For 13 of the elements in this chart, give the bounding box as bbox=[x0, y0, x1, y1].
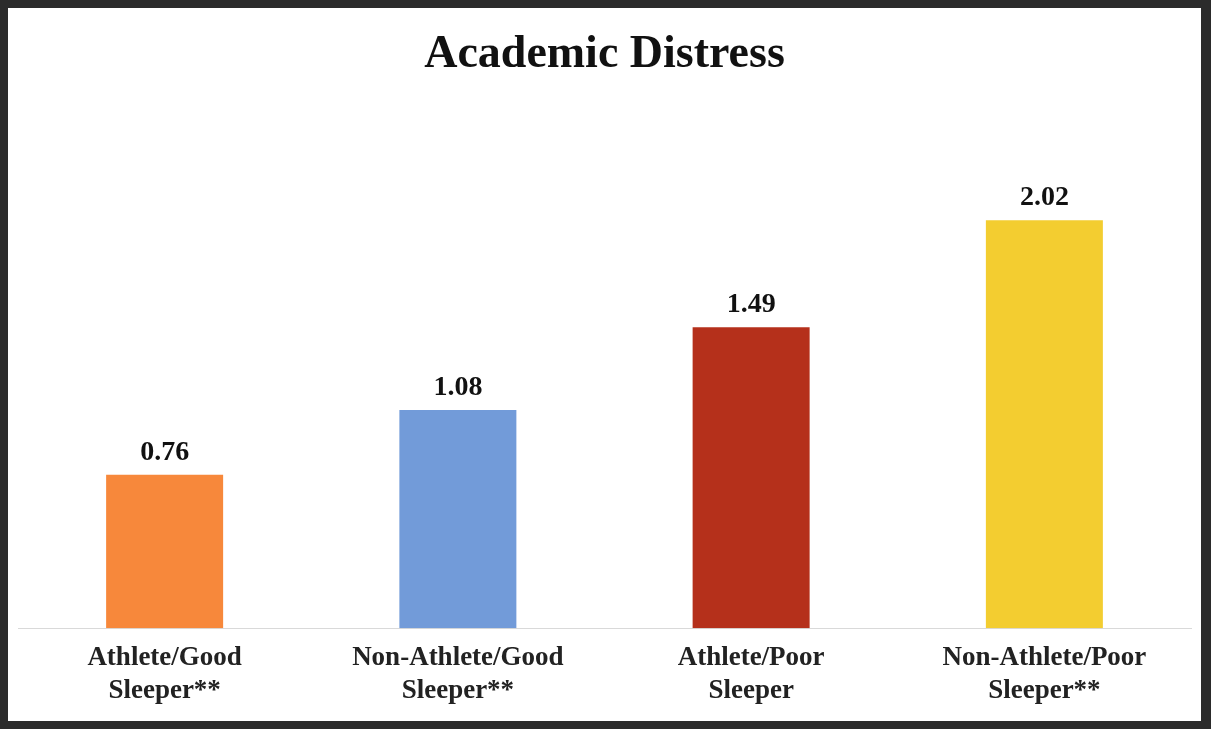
chart-title: Academic Distress bbox=[424, 26, 785, 78]
bar bbox=[399, 410, 517, 629]
data-label: 0.76 bbox=[140, 434, 190, 466]
bar bbox=[985, 220, 1103, 629]
bar bbox=[692, 327, 810, 629]
data-label: 1.49 bbox=[726, 287, 776, 319]
data-label: 1.08 bbox=[433, 370, 483, 402]
x-tick-label: Non-Athlete/Poor Sleeper** bbox=[942, 641, 1147, 704]
x-tick-label: Athlete/Good Sleeper** bbox=[87, 641, 242, 704]
x-tick-label: Athlete/Poor Sleeper bbox=[677, 641, 825, 704]
x-tick-label: Non-Athlete/Good Sleeper** bbox=[352, 641, 564, 704]
bar bbox=[106, 474, 224, 629]
data-label: 2.02 bbox=[1019, 180, 1069, 212]
